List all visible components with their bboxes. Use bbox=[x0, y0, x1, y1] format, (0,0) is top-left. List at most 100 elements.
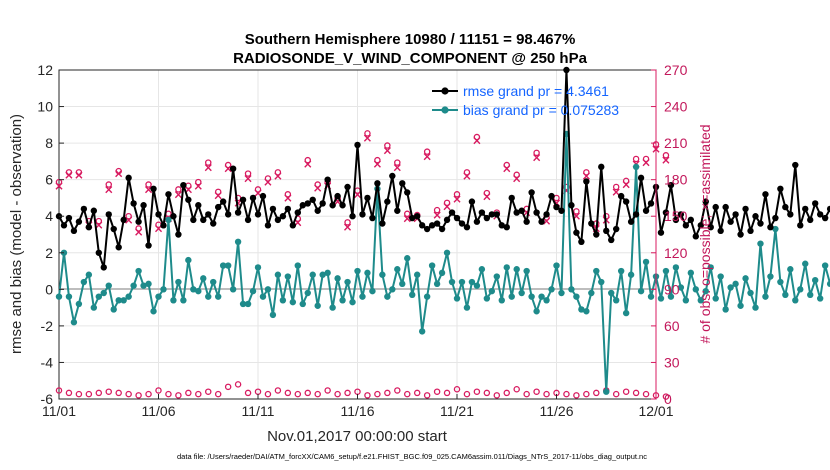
rmse-point bbox=[105, 211, 112, 218]
bias-point bbox=[195, 287, 202, 295]
bias-point bbox=[443, 249, 451, 256]
bias-point bbox=[70, 319, 78, 326]
bias-point bbox=[354, 267, 361, 275]
y2-tick-label: 0 bbox=[664, 391, 672, 407]
obs-possible-marker bbox=[374, 390, 381, 398]
rmse-point bbox=[782, 203, 789, 211]
rmse-point bbox=[603, 227, 610, 235]
rmse-point bbox=[742, 205, 749, 213]
rmse-point bbox=[727, 218, 734, 225]
rmse-point bbox=[394, 207, 401, 214]
obs-possible-marker bbox=[244, 389, 252, 397]
bias-point bbox=[175, 278, 182, 286]
obs-possible-marker bbox=[423, 392, 431, 399]
bias-point bbox=[752, 304, 759, 311]
rmse-point bbox=[797, 222, 804, 229]
rmse-point bbox=[130, 200, 137, 207]
rmse-point bbox=[354, 141, 361, 149]
obs-possible-marker bbox=[642, 155, 650, 163]
rmse-point bbox=[110, 225, 117, 233]
rmse-point bbox=[404, 189, 411, 196]
bias-point bbox=[334, 275, 341, 282]
obs-possible-marker bbox=[284, 191, 292, 198]
rmse-point bbox=[125, 174, 132, 182]
bias-point bbox=[821, 262, 829, 269]
rmse-point bbox=[657, 229, 665, 236]
rmse-point bbox=[359, 211, 366, 218]
rmse-point bbox=[165, 191, 172, 198]
rmse-point bbox=[523, 218, 530, 225]
obs-possible-marker bbox=[105, 388, 113, 395]
bias-point bbox=[140, 282, 147, 289]
rmse-point bbox=[239, 196, 247, 203]
obs-possible-marker bbox=[175, 392, 182, 399]
rmse-point bbox=[334, 192, 341, 200]
obs-possible-marker bbox=[583, 390, 590, 398]
bias-point bbox=[697, 297, 704, 304]
rmse-point bbox=[304, 200, 311, 207]
y2-tick-label: 210 bbox=[664, 135, 688, 151]
rmse-series bbox=[55, 66, 830, 271]
rmse-point bbox=[190, 216, 197, 224]
bias-point bbox=[369, 287, 376, 295]
rmse-point bbox=[135, 218, 142, 225]
bias-point bbox=[732, 280, 739, 288]
bias-point bbox=[309, 271, 316, 278]
bias-point bbox=[568, 286, 575, 293]
obs-possible-marker bbox=[314, 181, 321, 188]
rmse-point bbox=[389, 172, 396, 180]
bias-point bbox=[458, 278, 466, 286]
obs-assimilated-marker: × bbox=[243, 171, 253, 185]
bias-point bbox=[717, 273, 724, 280]
y-axis-label: rmse and bias (model - observation) bbox=[8, 114, 25, 354]
bias-point bbox=[80, 278, 88, 286]
y-tick-label: -6 bbox=[41, 391, 54, 407]
rmse-point bbox=[215, 203, 222, 211]
bias-point bbox=[807, 291, 814, 299]
rmse-point bbox=[443, 216, 451, 224]
obs-possible-marker bbox=[513, 386, 520, 393]
rmse-point bbox=[319, 200, 326, 207]
obs-assimilated-marker: × bbox=[263, 175, 273, 189]
rmse-point bbox=[428, 222, 436, 229]
rmse-point bbox=[538, 218, 545, 225]
rmse-point bbox=[548, 192, 555, 200]
bias-point bbox=[463, 304, 471, 311]
obs-possible-marker bbox=[583, 169, 590, 176]
obs-possible-marker bbox=[155, 387, 162, 394]
obs-possible-marker bbox=[95, 217, 103, 225]
rmse-point bbox=[578, 238, 585, 246]
bias-point bbox=[150, 308, 157, 315]
obs-possible-marker bbox=[473, 133, 481, 141]
rmse-point bbox=[249, 194, 257, 202]
obs-possible-marker bbox=[573, 392, 580, 399]
obs-assimilated-marker: × bbox=[54, 179, 64, 193]
bias-point bbox=[384, 293, 391, 300]
rmse-point bbox=[637, 174, 645, 182]
bias-point bbox=[389, 286, 396, 293]
rmse-point bbox=[488, 211, 496, 218]
bias-point bbox=[264, 286, 272, 293]
rmse-point bbox=[70, 227, 78, 235]
obs-assimilated-marker: × bbox=[173, 187, 183, 201]
y2-axis-label: # of obs: o=possible; ×=assimilated bbox=[697, 124, 713, 343]
rmse-point bbox=[100, 264, 107, 271]
bias-point bbox=[488, 287, 496, 295]
bias-point bbox=[349, 298, 356, 306]
obs-possible-marker bbox=[493, 392, 501, 399]
rmse-point bbox=[259, 192, 267, 200]
bias-point bbox=[483, 295, 491, 302]
obs-possible-marker bbox=[55, 387, 63, 394]
obs-possible-marker bbox=[612, 183, 620, 191]
bias-point bbox=[438, 269, 446, 277]
rmse-point bbox=[140, 202, 147, 209]
rmse-point bbox=[115, 244, 122, 251]
obs-possible-marker bbox=[135, 392, 142, 399]
rmse-point bbox=[722, 203, 729, 211]
x-tick-label: 11/01 bbox=[42, 403, 76, 419]
bias-point bbox=[219, 262, 227, 269]
bias-point bbox=[180, 297, 187, 304]
rmse-point bbox=[767, 223, 774, 231]
bias-point bbox=[583, 308, 590, 315]
rmse-point bbox=[175, 231, 182, 238]
